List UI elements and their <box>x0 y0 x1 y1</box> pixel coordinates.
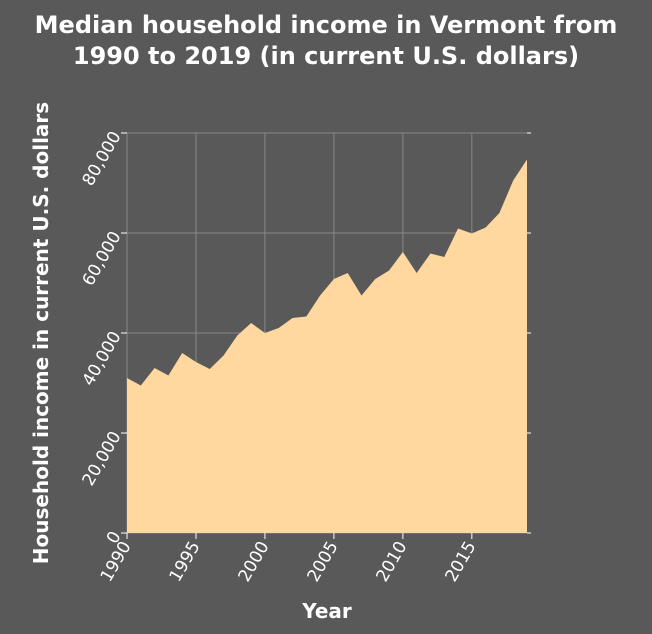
x-axis-title: Year <box>301 599 352 623</box>
chart-title-line-1: Median household income in Vermont from <box>35 11 618 39</box>
y-tick-label: 60,000 <box>79 228 126 290</box>
y-tick-label: 20,000 <box>79 428 126 490</box>
y-axis-title: Household income in current U.S. dollars <box>29 102 53 564</box>
income-area <box>127 159 527 533</box>
y-tick-label: 80,000 <box>79 128 126 190</box>
chart-title-line-2: 1990 to 2019 (in current U.S. dollars) <box>73 42 579 70</box>
x-tick-label: 1995 <box>166 538 205 585</box>
x-tick-label: 2005 <box>304 538 343 585</box>
tick-marks <box>121 132 531 539</box>
y-tick-label: 40,000 <box>79 328 126 390</box>
x-tick-label: 2010 <box>373 538 412 585</box>
x-tick-label: 2015 <box>442 538 481 585</box>
x-tick-label: 2000 <box>235 538 274 585</box>
